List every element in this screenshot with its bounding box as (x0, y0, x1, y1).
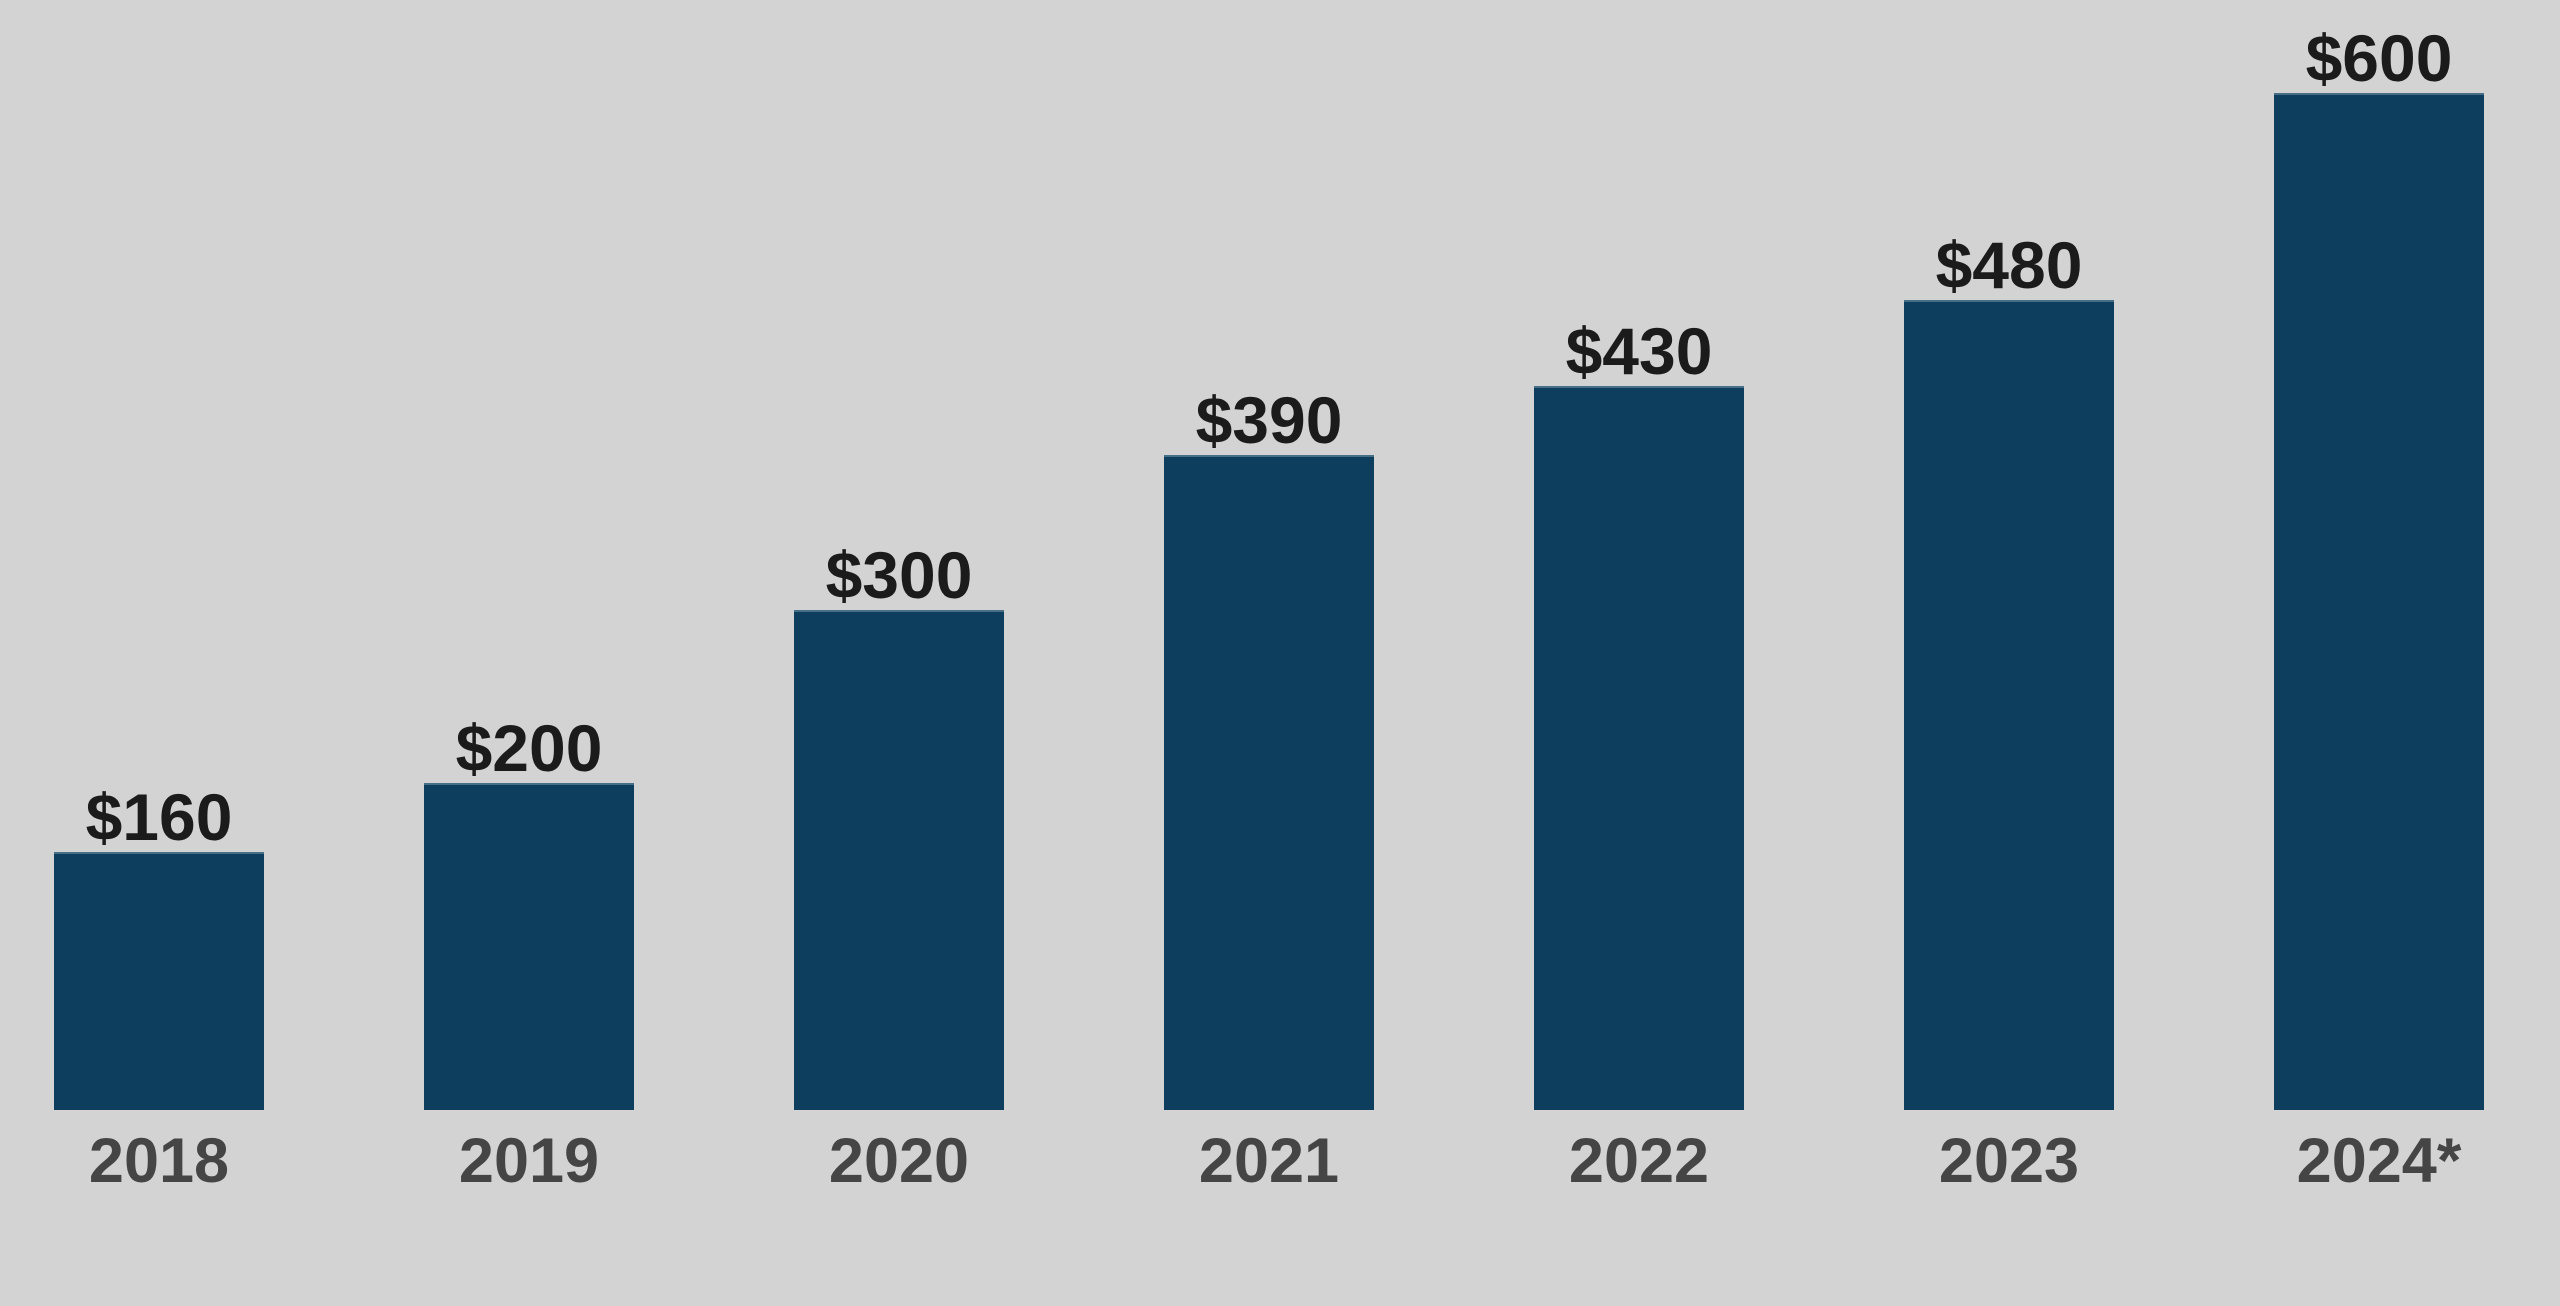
bar-group: $300 2020 (794, 0, 1004, 1306)
bar-value-label: $160 (85, 780, 233, 854)
x-axis-tick-label: 2022 (1568, 1126, 1710, 1196)
bar (1904, 300, 2114, 1110)
bar-group: $480 2023 (1904, 0, 2114, 1306)
bar-group: $200 2019 (424, 0, 634, 1306)
bar-value-label: $430 (1565, 314, 1713, 388)
x-axis-tick-label: 2021 (1198, 1126, 1340, 1196)
bar-value-label: $600 (2305, 21, 2453, 95)
bar (2274, 93, 2484, 1110)
bar-value-label: $200 (455, 711, 603, 785)
x-axis-tick-label: 2019 (458, 1126, 600, 1196)
bar-group: $430 2022 (1534, 0, 1744, 1306)
bar-value-label: $390 (1195, 383, 1343, 457)
bar-group: $160 2018 (54, 0, 264, 1306)
bar-group: $390 2021 (1164, 0, 1374, 1306)
bar (54, 852, 264, 1110)
bar-value-label: $300 (825, 538, 973, 612)
x-axis-tick-label: 2024* (2296, 1126, 2462, 1196)
bar (794, 610, 1004, 1110)
x-axis-tick-label: 2023 (1938, 1126, 2080, 1196)
x-axis-tick-label: 2018 (88, 1126, 230, 1196)
bar-group: $600 2024* (2274, 0, 2484, 1306)
x-axis-tick-label: 2020 (828, 1126, 970, 1196)
bar (1534, 386, 1744, 1110)
bar-value-label: $480 (1935, 228, 2083, 302)
bar (424, 783, 634, 1110)
bar (1164, 455, 1374, 1110)
